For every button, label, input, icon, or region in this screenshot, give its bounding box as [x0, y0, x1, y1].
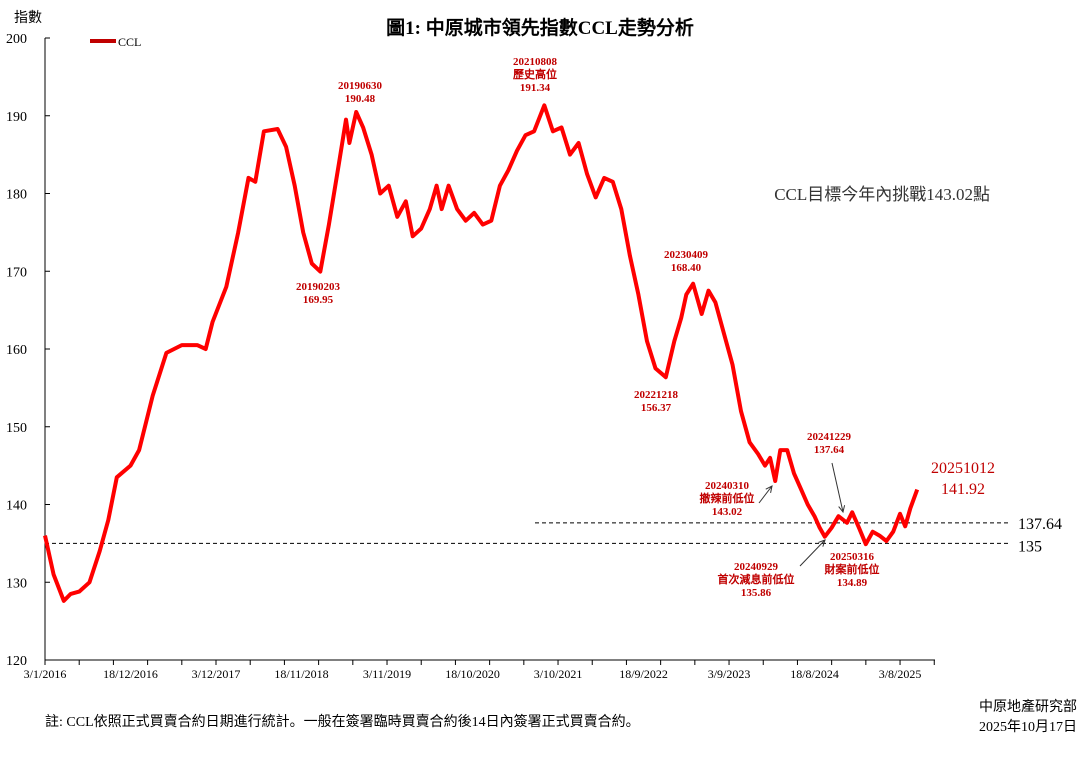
annotation-text: 20190203	[296, 281, 341, 293]
x-tick-label: 3/1/2016	[24, 667, 67, 681]
annotation-text: 首次減息前低位	[718, 572, 795, 586]
reference-lines: 137.64 135	[45, 516, 1062, 555]
annotation-text: 20250316	[830, 551, 875, 563]
y-tick-label: 180	[6, 188, 27, 203]
arrow-icon	[758, 485, 773, 504]
annotation-text: 137.64	[814, 444, 845, 456]
footnote: 註: CCL依照正式買賣合約日期進行統計。一般在簽署臨時買賣合約後14日內簽署正…	[45, 713, 640, 730]
annotation-text: 141.92	[941, 481, 985, 498]
x-tick-label: 3/10/2021	[534, 667, 583, 681]
annotation-text: 169.95	[303, 294, 334, 306]
x-tick-label: 3/12/2017	[192, 667, 241, 681]
y-tick-label: 170	[6, 265, 27, 280]
annotation-text: 143.02	[712, 506, 743, 518]
x-tick-label: 3/8/2025	[879, 667, 922, 681]
annotation-text: 20241229	[807, 431, 852, 443]
source-label: 中原地產研究部	[979, 698, 1077, 715]
series-line-ccl	[43, 103, 920, 603]
y-tick-label: 140	[6, 499, 27, 514]
annotation-text: 156.37	[641, 402, 672, 414]
arrow-icon	[831, 462, 846, 514]
annotation-text: 20210808	[513, 56, 558, 68]
x-tick-label: 18/11/2018	[274, 667, 328, 681]
annotation-text: 134.89	[837, 577, 868, 589]
annotation-text: 20190630	[338, 80, 383, 92]
y-tick-label: 190	[6, 110, 27, 125]
annotation-text: 撤辣前低位	[700, 491, 755, 505]
x-tick-label: 18/10/2020	[445, 667, 500, 681]
reference-label: 137.64	[1018, 516, 1062, 533]
y-tick-label: 130	[6, 576, 27, 591]
annotation-text: 190.48	[345, 93, 376, 105]
annotation-text: 191.34	[520, 82, 551, 94]
annotation-text: 20240310	[705, 480, 750, 492]
annotation-text: 20240929	[734, 561, 779, 573]
annotation: 20251012 141.92	[931, 460, 995, 498]
y-tick-label: 160	[6, 343, 27, 358]
x-tick-label: 18/12/2016	[103, 667, 158, 681]
annotation-text: 20251012	[931, 460, 995, 477]
annotation-text: 歷史高位	[513, 67, 557, 81]
x-tick-label: 18/8/2024	[790, 667, 839, 681]
x-tick-label: 3/11/2019	[363, 667, 411, 681]
y-tick-label: 200	[6, 32, 27, 47]
target-note: CCL目標今年內挑戰143.02點	[774, 185, 990, 204]
y-tick-label: 120	[6, 654, 27, 669]
annotation-text: 20221218	[634, 389, 679, 401]
chart-title: 圖1: 中原城市領先指數CCL走勢分析	[386, 16, 694, 39]
axes: 120 130 140 150 160 170 180 190 200 3/1/2016 18/12…	[6, 32, 935, 681]
annotation-text: 135.86	[741, 587, 772, 599]
x-tick-label: 3/9/2023	[708, 667, 751, 681]
annotation-text: 168.40	[671, 262, 702, 274]
annotation-text: 20230409	[664, 249, 709, 261]
y-tick-label: 150	[6, 421, 27, 436]
reference-label: 135	[1018, 538, 1042, 555]
publish-date: 2025年10月17日	[979, 719, 1077, 735]
legend: CCL	[90, 35, 141, 49]
y-axis-label: 指數	[14, 10, 42, 26]
legend-label: CCL	[118, 35, 141, 49]
x-tick-label: 18/9/2022	[619, 667, 668, 681]
annotation-text: 財案前低位	[824, 562, 880, 576]
arrow-icon	[799, 539, 826, 567]
